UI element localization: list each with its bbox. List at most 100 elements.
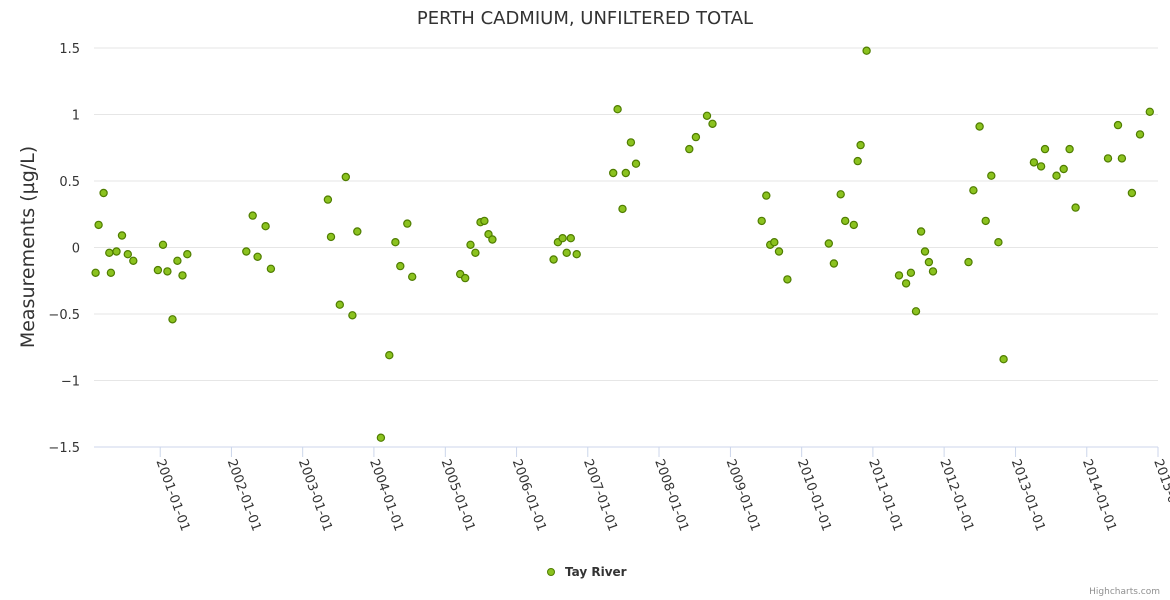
data-point[interactable] bbox=[558, 233, 567, 243]
data-point[interactable] bbox=[94, 220, 103, 230]
data-point[interactable] bbox=[163, 267, 172, 276]
data-point[interactable] bbox=[999, 355, 1008, 364]
data-point[interactable] bbox=[916, 227, 926, 236]
data-point[interactable] bbox=[348, 311, 357, 320]
data-point[interactable] bbox=[335, 300, 344, 309]
legend-item-tay-river[interactable]: Tay River bbox=[565, 565, 627, 579]
data-point[interactable] bbox=[901, 279, 911, 288]
data-point[interactable] bbox=[841, 216, 850, 226]
credits-link[interactable]: Highcharts.com bbox=[1089, 587, 1160, 597]
data-point[interactable] bbox=[123, 249, 133, 259]
data-point[interactable] bbox=[566, 233, 576, 243]
data-point[interactable] bbox=[248, 211, 257, 220]
data-point[interactable] bbox=[824, 239, 834, 248]
data-point[interactable] bbox=[621, 168, 631, 178]
data-point[interactable] bbox=[1040, 144, 1050, 154]
data-point[interactable] bbox=[987, 171, 996, 180]
data-point[interactable] bbox=[783, 275, 792, 284]
data-point[interactable] bbox=[853, 156, 862, 166]
data-point[interactable] bbox=[129, 256, 138, 265]
data-point[interactable] bbox=[562, 248, 571, 257]
data-point[interactable] bbox=[461, 273, 470, 283]
data-point[interactable] bbox=[626, 138, 636, 147]
data-point[interactable] bbox=[685, 144, 694, 154]
data-point[interactable] bbox=[168, 315, 177, 324]
data-point[interactable] bbox=[1127, 188, 1137, 198]
data-point[interactable] bbox=[1103, 154, 1113, 163]
data-point[interactable] bbox=[862, 46, 871, 55]
data-point[interactable] bbox=[691, 132, 701, 142]
data-point[interactable] bbox=[613, 104, 622, 114]
data-point[interactable] bbox=[774, 247, 784, 256]
data-point[interactable] bbox=[549, 255, 558, 264]
data-point[interactable] bbox=[408, 272, 417, 281]
data-point[interactable] bbox=[924, 257, 934, 267]
data-point[interactable] bbox=[323, 195, 333, 204]
data-point[interactable] bbox=[1029, 158, 1039, 167]
data-point[interactable] bbox=[242, 247, 251, 256]
data-point[interactable] bbox=[762, 191, 771, 200]
data-point[interactable] bbox=[920, 247, 930, 256]
data-point[interactable] bbox=[894, 271, 904, 280]
data-point[interactable] bbox=[158, 240, 168, 249]
data-point[interactable] bbox=[708, 119, 717, 129]
data-point[interactable] bbox=[1071, 203, 1080, 212]
data-point[interactable] bbox=[928, 267, 938, 276]
data-point[interactable] bbox=[183, 249, 192, 259]
data-point[interactable] bbox=[836, 190, 845, 199]
data-point[interactable] bbox=[969, 186, 978, 195]
data-point[interactable] bbox=[906, 268, 916, 277]
data-point[interactable] bbox=[353, 227, 362, 236]
y-axis-label: Measurements (µg/L) bbox=[17, 146, 39, 348]
data-point[interactable] bbox=[1036, 162, 1046, 171]
data-point[interactable] bbox=[702, 111, 712, 121]
data-point[interactable] bbox=[1117, 154, 1127, 163]
data-point[interactable] bbox=[911, 307, 921, 316]
data-point[interactable] bbox=[396, 261, 405, 271]
data-point[interactable] bbox=[488, 235, 497, 244]
data-point[interactable] bbox=[757, 216, 766, 226]
data-point[interactable] bbox=[981, 216, 990, 226]
data-point[interactable] bbox=[403, 219, 412, 228]
data-point[interactable] bbox=[341, 172, 350, 182]
data-point[interactable] bbox=[385, 351, 394, 360]
data-point[interactable] bbox=[480, 216, 489, 226]
data-point[interactable] bbox=[391, 237, 400, 247]
data-point[interactable] bbox=[770, 237, 779, 247]
data-point[interactable] bbox=[1145, 107, 1155, 117]
data-point[interactable] bbox=[1059, 164, 1068, 174]
data-point[interactable] bbox=[326, 232, 336, 242]
data-point[interactable] bbox=[1135, 130, 1145, 139]
data-point[interactable] bbox=[91, 268, 100, 277]
data-point[interactable] bbox=[572, 249, 581, 259]
data-point[interactable] bbox=[153, 265, 163, 275]
data-point[interactable] bbox=[856, 140, 865, 150]
data-point[interactable] bbox=[964, 257, 973, 267]
data-point[interactable] bbox=[1065, 144, 1074, 154]
data-point[interactable] bbox=[994, 237, 1003, 247]
data-point[interactable] bbox=[266, 264, 276, 273]
data-point[interactable] bbox=[1113, 120, 1123, 130]
data-point[interactable] bbox=[849, 220, 859, 230]
data-point[interactable] bbox=[471, 248, 480, 257]
data-point[interactable] bbox=[112, 247, 121, 256]
data-point[interactable] bbox=[173, 256, 182, 265]
y-tick-label: −0.5 bbox=[48, 308, 80, 323]
data-point[interactable] bbox=[829, 259, 839, 268]
legend[interactable]: Tay River bbox=[547, 565, 627, 579]
data-point[interactable] bbox=[178, 271, 187, 280]
data-point[interactable] bbox=[1052, 171, 1061, 180]
data-point[interactable] bbox=[105, 248, 114, 257]
data-point[interactable] bbox=[631, 159, 641, 168]
data-points[interactable] bbox=[91, 46, 1155, 442]
data-point[interactable] bbox=[117, 231, 127, 240]
data-point[interactable] bbox=[618, 204, 627, 214]
data-point[interactable] bbox=[376, 433, 386, 442]
data-point[interactable] bbox=[99, 188, 108, 198]
data-point[interactable] bbox=[106, 268, 116, 277]
data-point[interactable] bbox=[975, 122, 984, 131]
data-point[interactable] bbox=[609, 168, 618, 178]
data-point[interactable] bbox=[466, 240, 475, 249]
data-point[interactable] bbox=[253, 252, 262, 261]
data-point[interactable] bbox=[261, 221, 270, 231]
